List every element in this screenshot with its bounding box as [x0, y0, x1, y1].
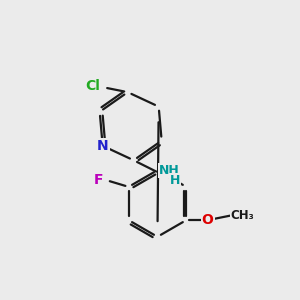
Text: N: N	[97, 139, 109, 153]
Text: NH: NH	[159, 164, 180, 177]
Text: O: O	[202, 213, 214, 227]
Text: F: F	[94, 173, 104, 188]
Text: CH₃: CH₃	[230, 208, 254, 222]
Text: H: H	[170, 174, 180, 187]
Text: Cl: Cl	[85, 79, 100, 93]
